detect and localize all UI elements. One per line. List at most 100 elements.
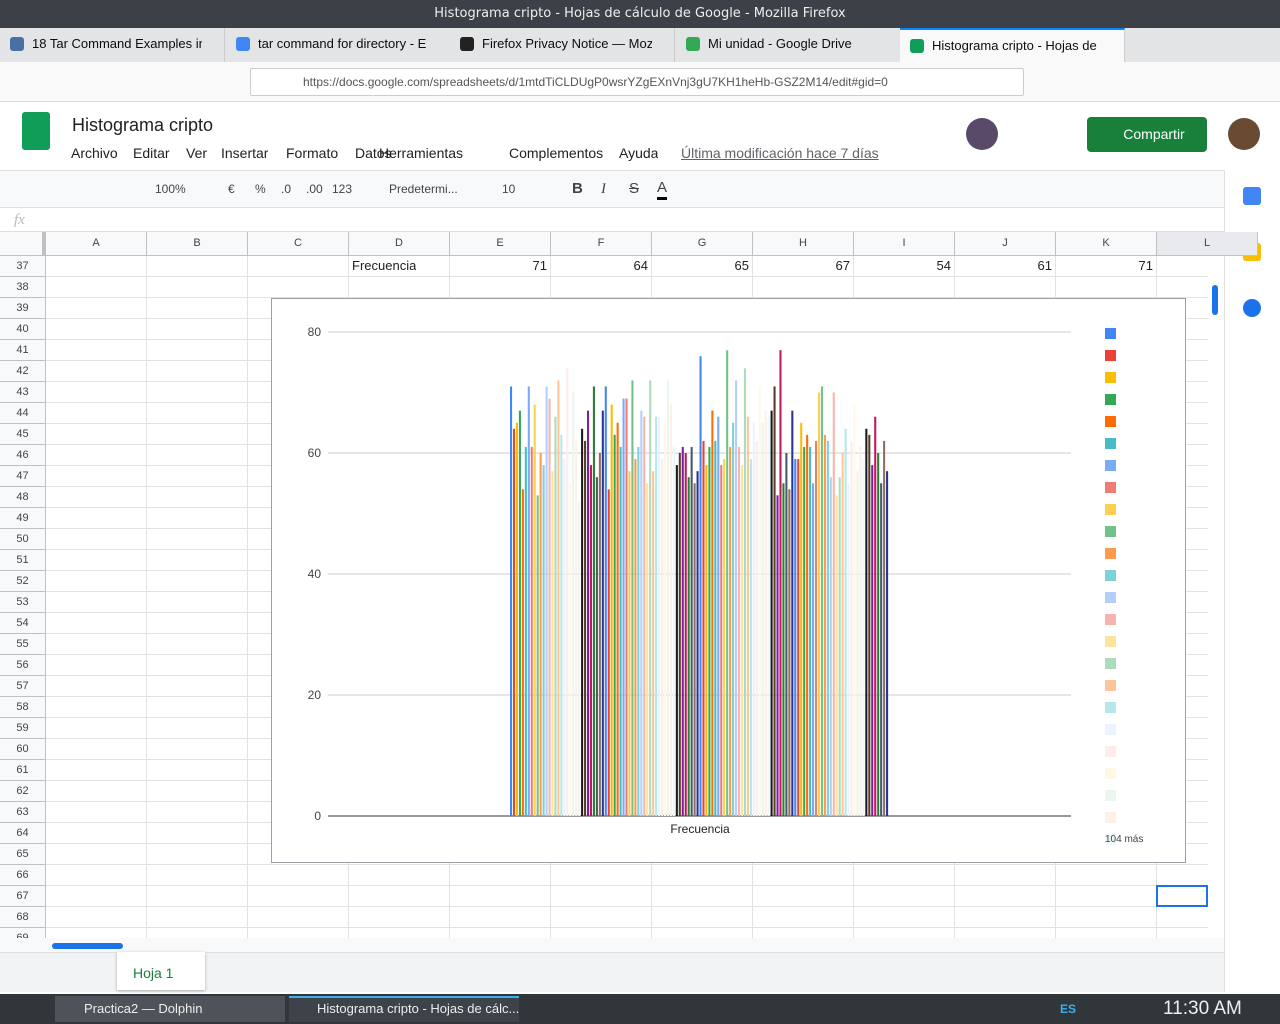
row-header[interactable]: 43: [0, 382, 46, 403]
column-header[interactable]: G: [652, 232, 753, 256]
share-button[interactable]: Compartir: [1087, 117, 1207, 152]
row-header[interactable]: 57: [0, 676, 46, 697]
cell-number[interactable]: 54: [936, 258, 951, 273]
chart[interactable]: 0 20 40 60 80 Frecuencia 104 más: [271, 298, 1186, 863]
menu-item[interactable]: Archivo: [71, 145, 118, 161]
last-edit[interactable]: Última modificación hace 7 días: [681, 145, 879, 161]
toolbar-button[interactable]: 100%: [155, 182, 186, 196]
toolbar-button[interactable]: €: [228, 182, 235, 196]
toolbar-button[interactable]: 10: [502, 182, 516, 196]
row-header[interactable]: 68: [0, 907, 46, 928]
column-header[interactable]: K: [1056, 232, 1157, 256]
row-header[interactable]: 48: [0, 487, 46, 508]
column-header[interactable]: E: [450, 232, 551, 256]
row-header[interactable]: 47: [0, 466, 46, 487]
row-header[interactable]: 55: [0, 634, 46, 655]
row-header[interactable]: 37: [0, 256, 46, 277]
tray-lang[interactable]: ES: [1060, 1002, 1077, 1016]
url-text[interactable]: https://docs.google.com/spreadsheets/d/1…: [303, 75, 888, 89]
bar: [806, 434, 809, 816]
row-header[interactable]: 56: [0, 655, 46, 676]
toolbar-button[interactable]: 123: [332, 182, 353, 196]
toolbar-button[interactable]: A: [657, 178, 668, 200]
task-label[interactable]: Histograma cripto - Hojas de cálc...: [317, 1001, 520, 1016]
row-header[interactable]: 63: [0, 802, 46, 823]
row-header[interactable]: 65: [0, 844, 46, 865]
cell-number[interactable]: 71: [532, 258, 547, 273]
row-header[interactable]: 62: [0, 781, 46, 802]
row-header[interactable]: 67: [0, 886, 46, 907]
cell-number[interactable]: 71: [1138, 258, 1153, 273]
row-header[interactable]: 54: [0, 613, 46, 634]
toolbar-button[interactable]: S: [629, 180, 640, 197]
row-header[interactable]: 51: [0, 550, 46, 571]
side-icon[interactable]: [1243, 299, 1261, 317]
clock[interactable]: 11:30 AM: [1163, 998, 1242, 1019]
menu-item[interactable]: Datos: [355, 145, 392, 161]
bar: [678, 453, 681, 816]
browser-tab[interactable]: 18 Tar Command Examples in: [0, 28, 225, 62]
row-header[interactable]: 50: [0, 529, 46, 550]
tab-icon: [686, 37, 700, 51]
toolbar-button[interactable]: .00: [306, 182, 323, 196]
column-header[interactable]: A: [46, 232, 147, 256]
row-header[interactable]: 40: [0, 319, 46, 340]
row-header[interactable]: 66: [0, 865, 46, 886]
column-header[interactable]: C: [248, 232, 349, 256]
toolbar-button[interactable]: .0: [281, 182, 292, 196]
column-header[interactable]: D: [349, 232, 450, 256]
row-header[interactable]: 53: [0, 592, 46, 613]
sheet-tab[interactable]: [117, 952, 205, 990]
row-header[interactable]: 45: [0, 424, 46, 445]
column-header[interactable]: J: [955, 232, 1056, 256]
cell-number[interactable]: 64: [633, 258, 648, 273]
column-header[interactable]: B: [147, 232, 248, 256]
cell-number[interactable]: 65: [734, 258, 749, 273]
browser-tab[interactable]: Histograma cripto - Hojas de: [900, 28, 1125, 62]
bar: [684, 453, 687, 816]
browser-tab[interactable]: Mi unidad - Google Drive: [676, 28, 901, 62]
row-header[interactable]: 49: [0, 508, 46, 529]
row-header[interactable]: 38: [0, 277, 46, 298]
menu-item[interactable]: Herramientas: [379, 145, 464, 161]
cell-number[interactable]: 67: [835, 258, 850, 273]
bar: [663, 422, 667, 816]
row-header[interactable]: 41: [0, 340, 46, 361]
bar: [773, 386, 776, 816]
menu-item[interactable]: Ver: [186, 145, 208, 161]
column-header[interactable]: I: [854, 232, 955, 256]
column-header[interactable]: L: [1157, 232, 1258, 256]
column-header[interactable]: H: [753, 232, 854, 256]
sheet-tab-label[interactable]: Hoja 1: [133, 965, 174, 981]
bar: [669, 404, 672, 816]
menu-item[interactable]: Editar: [133, 145, 170, 161]
row-header[interactable]: 42: [0, 361, 46, 382]
row-header[interactable]: 60: [0, 739, 46, 760]
toolbar-button[interactable]: B: [572, 180, 583, 197]
browser-tab[interactable]: Firefox Privacy Notice — Moz: [450, 28, 675, 62]
row-header[interactable]: 58: [0, 697, 46, 718]
menu-item[interactable]: Complementos: [509, 145, 604, 161]
selected-cell[interactable]: [1156, 885, 1208, 907]
doc-title[interactable]: Histograma cripto: [72, 115, 214, 135]
row-header[interactable]: 59: [0, 718, 46, 739]
column-header[interactable]: F: [551, 232, 652, 256]
toolbar-button[interactable]: I: [601, 181, 606, 197]
menu-item[interactable]: Formato: [286, 145, 339, 161]
menu-item[interactable]: Insertar: [221, 145, 269, 161]
bar: [865, 428, 868, 816]
side-icon[interactable]: [1243, 187, 1261, 205]
browser-tab[interactable]: tar command for directory - E: [226, 28, 451, 62]
toolbar-button[interactable]: %: [255, 182, 266, 196]
toolbar-button[interactable]: Predetermi...: [389, 182, 458, 196]
cell-number[interactable]: 61: [1037, 258, 1052, 273]
row-header[interactable]: 39: [0, 298, 46, 319]
row-header[interactable]: 61: [0, 760, 46, 781]
menu-item[interactable]: Ayuda: [619, 145, 659, 161]
row-header[interactable]: 46: [0, 445, 46, 466]
bar: [512, 428, 516, 816]
row-header[interactable]: 44: [0, 403, 46, 424]
task-label[interactable]: Practica2 — Dolphin: [84, 1001, 203, 1016]
row-header[interactable]: 64: [0, 823, 46, 844]
row-header[interactable]: 52: [0, 571, 46, 592]
